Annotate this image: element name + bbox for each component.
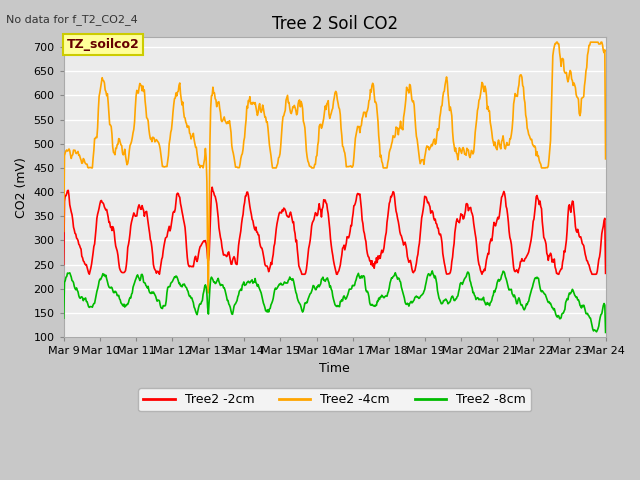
- Tree2 -4cm: [180, 114, 188, 120]
- Tree2 -2cm: [211, 192, 218, 198]
- Tree2 -2cm: [209, 184, 216, 190]
- Tree2 -4cm: [401, 104, 409, 109]
- Line: Tree2 -8cm: Tree2 -8cm: [64, 271, 605, 333]
- Title: Tree 2 Soil CO2: Tree 2 Soil CO2: [271, 15, 397, 33]
- Tree2 -2cm: [60, 262, 68, 267]
- Text: No data for f_T2_CO2_4: No data for f_T2_CO2_4: [6, 14, 138, 25]
- Tree2 -2cm: [402, 242, 410, 248]
- Tree2 -8cm: [428, 268, 436, 274]
- Tree2 -8cm: [417, 294, 424, 300]
- Tree2 -2cm: [418, 215, 426, 221]
- Tree2 -8cm: [209, 277, 217, 283]
- Tree2 -2cm: [181, 225, 189, 230]
- Tree2 -4cm: [70, 147, 77, 153]
- Tree2 -4cm: [417, 159, 425, 165]
- Tree2 -8cm: [125, 297, 133, 302]
- Tree2 -4cm: [125, 148, 133, 154]
- Tree2 -4cm: [60, 228, 68, 234]
- Tree2 -4cm: [205, 290, 212, 296]
- Line: Tree2 -4cm: Tree2 -4cm: [64, 42, 605, 293]
- Line: Tree2 -2cm: Tree2 -2cm: [64, 187, 605, 274]
- X-axis label: Time: Time: [319, 362, 350, 375]
- Tree2 -2cm: [125, 237, 133, 242]
- Tree2 -2cm: [602, 270, 609, 276]
- Tree2 -8cm: [60, 315, 68, 321]
- Tree2 -8cm: [70, 280, 77, 286]
- Tree2 -2cm: [156, 271, 163, 277]
- Text: TZ_soilco2: TZ_soilco2: [67, 38, 139, 51]
- Tree2 -4cm: [210, 90, 218, 96]
- Tree2 -4cm: [553, 39, 561, 45]
- Tree2 -8cm: [602, 330, 609, 336]
- Y-axis label: CO2 (mV): CO2 (mV): [15, 157, 28, 217]
- Tree2 -8cm: [180, 281, 188, 287]
- Tree2 -2cm: [70, 224, 77, 230]
- Tree2 -8cm: [401, 295, 408, 301]
- Legend: Tree2 -2cm, Tree2 -4cm, Tree2 -8cm: Tree2 -2cm, Tree2 -4cm, Tree2 -8cm: [138, 388, 531, 411]
- Tree2 -4cm: [602, 156, 609, 162]
